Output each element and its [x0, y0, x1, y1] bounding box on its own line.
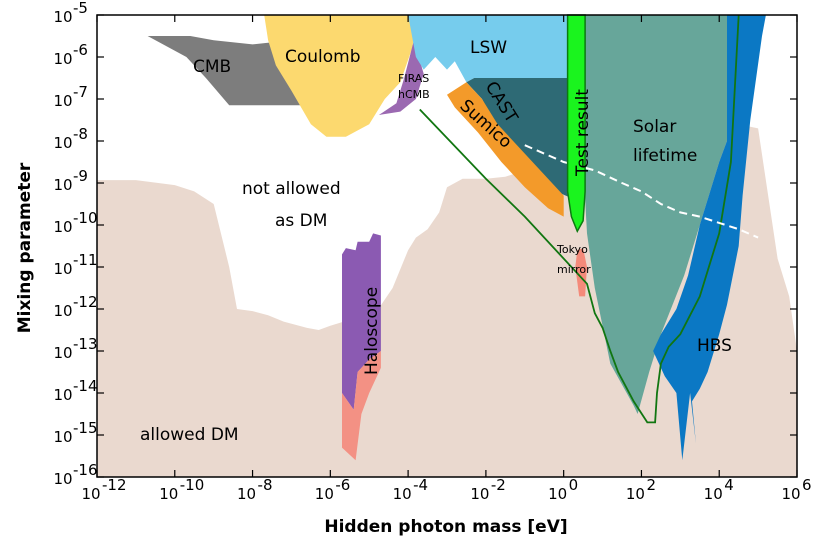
y-tick-exponent: -9	[73, 167, 88, 185]
label-as-dm: as DM	[275, 211, 327, 231]
x-tick-label: 10	[159, 485, 178, 503]
x-tick-label: 10	[781, 485, 800, 503]
plot-frame	[96, 14, 798, 478]
label-solar: Solar	[633, 117, 676, 137]
region-coulomb	[264, 15, 416, 137]
y-tick-exponent: -10	[73, 209, 98, 227]
region-haloscope	[342, 233, 381, 410]
y-tick-exponent: -15	[73, 419, 98, 437]
region-test-result	[566, 14, 586, 234]
x-tick-exponent: 0	[569, 476, 579, 494]
region-lsw	[408, 15, 576, 83]
line-white-dashed	[524, 144, 759, 239]
x-tick-label: 10	[237, 485, 256, 503]
y-tick-exponent: -14	[73, 377, 98, 395]
x-tick-exponent: -4	[413, 476, 428, 494]
y-tick-exponent: -7	[73, 83, 88, 101]
y-tick-exponent: -8	[73, 125, 88, 143]
y-tick-label: 10	[53, 260, 72, 278]
x-tick-exponent: 4	[724, 476, 734, 494]
exclusion-regions	[97, 15, 797, 478]
y-tick-label: 10	[53, 134, 72, 152]
region-hbs	[653, 15, 766, 461]
x-tick-label: 10	[81, 485, 100, 503]
region-cmb	[147, 36, 311, 106]
x-tick-label: 10	[704, 485, 723, 503]
label-allowed-dm: allowed DM	[140, 425, 239, 445]
label-lifetime: lifetime	[633, 146, 697, 166]
y-tick-label: 10	[53, 218, 72, 236]
y-tick-label: 10	[53, 8, 72, 26]
test-result-band	[566, 14, 586, 234]
y-tick-label: 10	[53, 302, 72, 320]
y-tick-label: 10	[53, 176, 72, 194]
region-haloscope-limit	[342, 351, 381, 461]
label-tokyo: Tokyo	[556, 243, 588, 256]
label-coulomb: Coulomb	[285, 47, 361, 67]
line-green-outline	[419, 14, 740, 424]
y-tick-exponent: -16	[73, 461, 98, 479]
label-haloscope: Haloscope	[362, 287, 382, 375]
label-firas: FIRAS	[398, 72, 429, 85]
limit-lines	[419, 14, 759, 424]
y-tick-label: 10	[53, 344, 72, 362]
x-tick-exponent: -6	[335, 476, 350, 494]
x-tick-label: 10	[548, 485, 567, 503]
y-tick-exponent: -12	[73, 293, 98, 311]
x-tick-exponent: 2	[646, 476, 656, 494]
x-axis-title: Hidden photon mass [eV]	[324, 517, 567, 537]
x-tick-exponent: -10	[180, 476, 205, 494]
y-tick-exponent: -6	[73, 41, 88, 59]
label-hbs: HBS	[697, 336, 732, 356]
label-test-result: Test result	[573, 89, 593, 177]
label-hcmb: hCMB	[398, 88, 430, 101]
x-tick-label: 10	[470, 485, 489, 503]
y-tick-label: 10	[53, 470, 72, 488]
y-tick-label: 10	[53, 428, 72, 446]
y-tick-label: 10	[53, 92, 72, 110]
label-mirror: mirror	[557, 263, 591, 276]
x-tick-label: 10	[393, 485, 412, 503]
x-tick-label: 10	[315, 485, 334, 503]
x-tick-exponent: -8	[258, 476, 273, 494]
region-sumico	[447, 82, 564, 217]
y-tick-exponent: -5	[73, 0, 88, 17]
y-axis-title: Mixing parameter	[15, 162, 35, 333]
y-tick-label: 10	[53, 386, 72, 404]
region-tokyo-mirror	[575, 248, 587, 297]
region-solar-lifetime	[575, 15, 727, 414]
x-tick-label: 10	[626, 485, 645, 503]
label-lsw: LSW	[470, 38, 507, 58]
y-tick-exponent: -13	[73, 335, 98, 353]
y-tick-exponent: -11	[73, 251, 98, 269]
region-firas-hcmb	[378, 40, 424, 116]
x-tick-exponent: -2	[491, 476, 506, 494]
x-tick-exponent: 6	[802, 476, 812, 494]
y-tick-label: 10	[53, 50, 72, 68]
label-not-allowed: not allowed	[242, 179, 341, 199]
axis-ticks: 10 -12 10 -10 10 -8 10 -6 10 -4 10 -2 10 0 10 2 10 4 10 610…	[53, 0, 811, 503]
region-cast	[466, 78, 576, 200]
x-tick-exponent: -12	[102, 476, 127, 494]
label-cmb: CMB	[193, 57, 231, 77]
